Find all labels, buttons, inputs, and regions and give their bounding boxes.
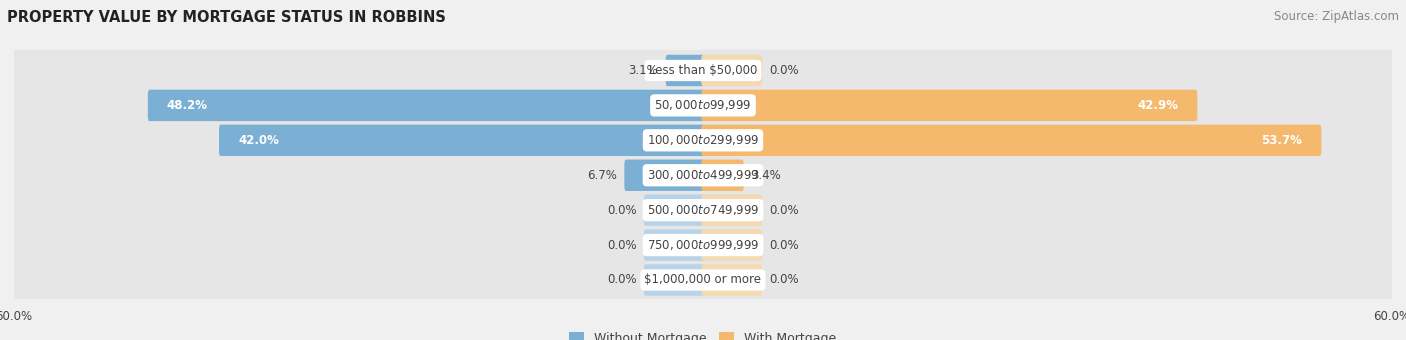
FancyBboxPatch shape [13, 50, 1393, 91]
FancyBboxPatch shape [148, 90, 704, 121]
Text: 53.7%: 53.7% [1261, 134, 1302, 147]
Text: Less than $50,000: Less than $50,000 [648, 64, 758, 77]
Text: 42.0%: 42.0% [238, 134, 278, 147]
Text: $50,000 to $99,999: $50,000 to $99,999 [654, 98, 752, 113]
Legend: Without Mortgage, With Mortgage: Without Mortgage, With Mortgage [564, 327, 842, 340]
Text: PROPERTY VALUE BY MORTGAGE STATUS IN ROBBINS: PROPERTY VALUE BY MORTGAGE STATUS IN ROB… [7, 10, 446, 25]
FancyBboxPatch shape [13, 85, 1393, 126]
FancyBboxPatch shape [219, 124, 704, 156]
Text: Source: ZipAtlas.com: Source: ZipAtlas.com [1274, 10, 1399, 23]
Text: 0.0%: 0.0% [769, 273, 799, 287]
FancyBboxPatch shape [624, 159, 704, 191]
Text: 0.0%: 0.0% [607, 204, 637, 217]
Text: $100,000 to $299,999: $100,000 to $299,999 [647, 133, 759, 147]
Text: 3.1%: 3.1% [628, 64, 658, 77]
Text: 48.2%: 48.2% [167, 99, 208, 112]
FancyBboxPatch shape [702, 230, 762, 261]
FancyBboxPatch shape [644, 230, 704, 261]
Text: 0.0%: 0.0% [607, 273, 637, 287]
Text: 3.4%: 3.4% [751, 169, 780, 182]
FancyBboxPatch shape [644, 194, 704, 226]
Text: 42.9%: 42.9% [1137, 99, 1178, 112]
FancyBboxPatch shape [13, 155, 1393, 196]
FancyBboxPatch shape [702, 124, 1322, 156]
Text: $500,000 to $749,999: $500,000 to $749,999 [647, 203, 759, 217]
FancyBboxPatch shape [702, 264, 762, 296]
Text: 0.0%: 0.0% [769, 64, 799, 77]
Text: $300,000 to $499,999: $300,000 to $499,999 [647, 168, 759, 182]
Text: 0.0%: 0.0% [769, 204, 799, 217]
FancyBboxPatch shape [702, 55, 762, 86]
Text: 6.7%: 6.7% [588, 169, 617, 182]
FancyBboxPatch shape [702, 159, 744, 191]
FancyBboxPatch shape [702, 90, 1198, 121]
FancyBboxPatch shape [13, 120, 1393, 161]
FancyBboxPatch shape [13, 259, 1393, 301]
FancyBboxPatch shape [13, 224, 1393, 266]
FancyBboxPatch shape [702, 194, 762, 226]
Text: $750,000 to $999,999: $750,000 to $999,999 [647, 238, 759, 252]
FancyBboxPatch shape [13, 190, 1393, 231]
Text: $1,000,000 or more: $1,000,000 or more [644, 273, 762, 287]
FancyBboxPatch shape [665, 55, 704, 86]
Text: 0.0%: 0.0% [607, 239, 637, 252]
Text: 0.0%: 0.0% [769, 239, 799, 252]
FancyBboxPatch shape [644, 264, 704, 296]
